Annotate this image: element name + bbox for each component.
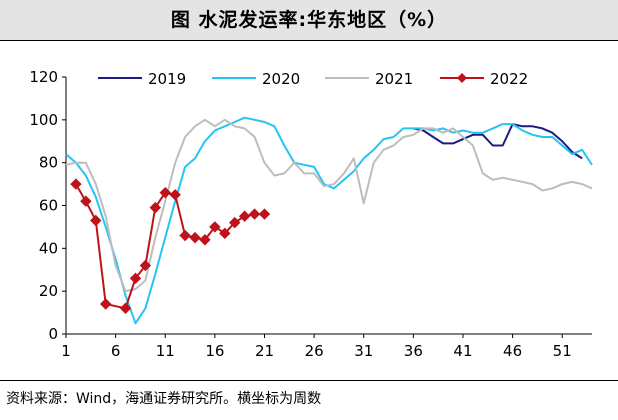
data-point-2022: [248, 208, 261, 220]
x-tick-label: 41: [453, 342, 472, 360]
data-point-2022: [149, 201, 162, 214]
y-tick-label: 0: [48, 325, 58, 343]
source-note: 资料来源：Wind，海通证券研究所。横坐标为周数: [6, 391, 322, 407]
data-point-2022: [119, 302, 132, 315]
data-point-2022: [238, 210, 251, 222]
figure-title: 图 水泥发运率:华东地区（%）: [170, 9, 448, 31]
y-tick-label: 60: [39, 197, 58, 215]
y-tick-label: 40: [39, 239, 58, 257]
series-line-2022: [75, 183, 265, 310]
legend-label-2019: 2019: [148, 70, 186, 88]
x-tick-label: 21: [255, 342, 274, 360]
x-tick-label: 46: [503, 342, 522, 360]
data-point-2022: [209, 221, 221, 233]
y-tick-label: 100: [29, 111, 58, 129]
data-point-2022: [99, 298, 112, 310]
y-tick-label: 80: [39, 154, 58, 172]
data-point-2022: [139, 259, 152, 272]
data-point-2022: [199, 234, 211, 246]
x-tick-label: 1: [61, 342, 71, 360]
data-point-2022: [179, 229, 191, 242]
x-tick-label: 16: [205, 342, 224, 360]
x-tick-label: 6: [111, 342, 121, 360]
data-point-2022: [219, 227, 231, 240]
x-tick-label: 51: [553, 342, 572, 360]
series-line-2021: [65, 118, 593, 293]
legend-label-2020: 2020: [262, 70, 300, 88]
x-tick-label: 36: [404, 342, 423, 360]
legend: 2019 2020 2021 2022: [98, 70, 528, 88]
title-bar: 图 水泥发运率:华东地区（%）: [0, 0, 618, 40]
source-rule: [0, 380, 618, 381]
series-line-2020: [65, 116, 593, 325]
data-point-2022: [90, 214, 102, 227]
y-tick-label: 20: [39, 282, 58, 300]
data-point-2022: [258, 208, 271, 220]
legend-label-2021: 2021: [375, 70, 413, 88]
data-point-2022: [169, 189, 181, 201]
data-point-2022: [159, 186, 171, 199]
legend-marker-2022: [457, 73, 467, 83]
data-point-2022: [80, 195, 92, 207]
x-tick-label: 11: [156, 342, 175, 360]
data-point-2022: [70, 178, 82, 190]
y-tick-label: 120: [29, 68, 58, 86]
x-tick-label: 26: [305, 342, 324, 360]
data-point-2022: [129, 272, 142, 285]
data-point-2022: [189, 231, 201, 244]
title-rule: [0, 40, 618, 41]
plot-area: [65, 116, 593, 325]
data-point-2022: [229, 216, 241, 229]
x-tick-label: 31: [354, 342, 373, 360]
series-line-2019: [413, 123, 583, 160]
legend-label-2022: 2022: [490, 70, 528, 88]
